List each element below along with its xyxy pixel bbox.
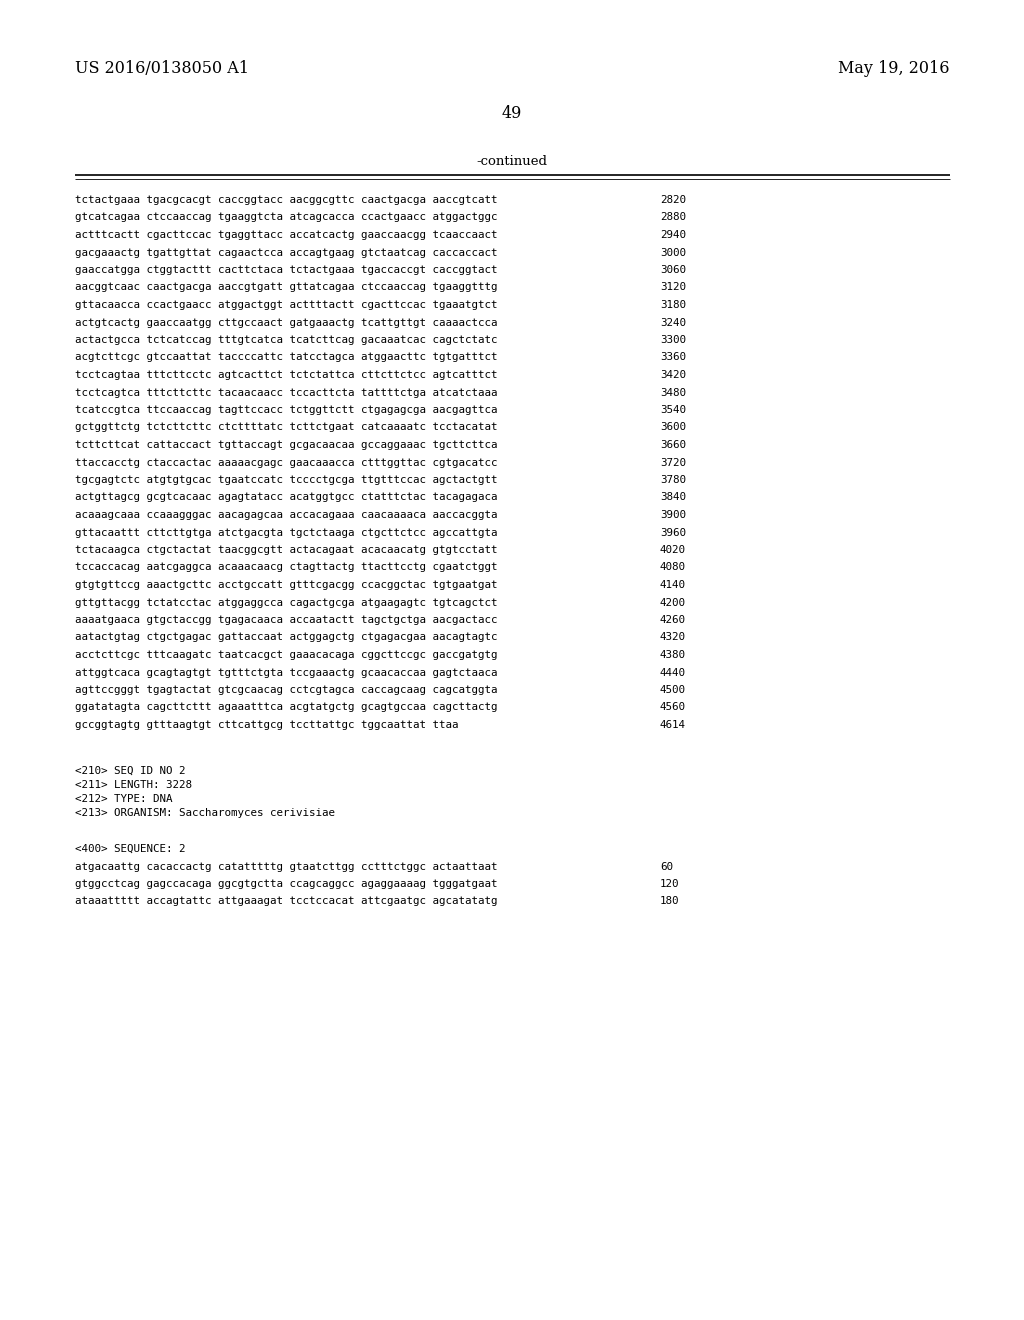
Text: 4320: 4320	[660, 632, 686, 643]
Text: gaaccatgga ctggtacttt cacttctaca tctactgaaa tgaccaccgt caccggtact: gaaccatgga ctggtacttt cacttctaca tctactg…	[75, 265, 498, 275]
Text: 180: 180	[660, 896, 680, 907]
Text: acctcttcgc tttcaagatc taatcacgct gaaacacaga cggcttccgc gaccgatgtg: acctcttcgc tttcaagatc taatcacgct gaaacac…	[75, 649, 498, 660]
Text: 3060: 3060	[660, 265, 686, 275]
Text: acgtcttcgc gtccaattat taccccattc tatcctagca atggaacttc tgtgatttct: acgtcttcgc gtccaattat taccccattc tatccta…	[75, 352, 498, 363]
Text: May 19, 2016: May 19, 2016	[839, 59, 950, 77]
Text: 3660: 3660	[660, 440, 686, 450]
Text: 4140: 4140	[660, 579, 686, 590]
Text: 3000: 3000	[660, 248, 686, 257]
Text: 3300: 3300	[660, 335, 686, 345]
Text: agttccgggt tgagtactat gtcgcaacag cctcgtagca caccagcaag cagcatggta: agttccgggt tgagtactat gtcgcaacag cctcgta…	[75, 685, 498, 696]
Text: gttacaattt cttcttgtga atctgacgta tgctctaaga ctgcttctcc agccattgta: gttacaattt cttcttgtga atctgacgta tgctcta…	[75, 528, 498, 537]
Text: tccaccacag aatcgaggca acaaacaacg ctagttactg ttacttcctg cgaatctggt: tccaccacag aatcgaggca acaaacaacg ctagtta…	[75, 562, 498, 573]
Text: 4260: 4260	[660, 615, 686, 624]
Text: acaaagcaaa ccaaagggac aacagagcaa accacagaaa caacaaaaca aaccacggta: acaaagcaaa ccaaagggac aacagagcaa accacag…	[75, 510, 498, 520]
Text: attggtcaca gcagtagtgt tgtttctgta tccgaaactg gcaacaccaa gagtctaaca: attggtcaca gcagtagtgt tgtttctgta tccgaaa…	[75, 668, 498, 677]
Text: ttaccacctg ctaccactac aaaaacgagc gaacaaacca ctttggttac cgtgacatcc: ttaccacctg ctaccactac aaaaacgagc gaacaaa…	[75, 458, 498, 467]
Text: <212> TYPE: DNA: <212> TYPE: DNA	[75, 793, 172, 804]
Text: tcctcagtaa tttcttcctc agtcacttct tctctattca cttcttctcc agtcatttct: tcctcagtaa tttcttcctc agtcacttct tctctat…	[75, 370, 498, 380]
Text: 3240: 3240	[660, 318, 686, 327]
Text: 60: 60	[660, 862, 673, 871]
Text: aatactgtag ctgctgagac gattaccaat actggagctg ctgagacgaa aacagtagtc: aatactgtag ctgctgagac gattaccaat actggag…	[75, 632, 498, 643]
Text: 3840: 3840	[660, 492, 686, 503]
Text: US 2016/0138050 A1: US 2016/0138050 A1	[75, 59, 249, 77]
Text: gacgaaactg tgattgttat cagaactcca accagtgaag gtctaatcag caccaccact: gacgaaactg tgattgttat cagaactcca accagtg…	[75, 248, 498, 257]
Text: 4500: 4500	[660, 685, 686, 696]
Text: actgttagcg gcgtcacaac agagtatacc acatggtgcc ctatttctac tacagagaca: actgttagcg gcgtcacaac agagtatacc acatggt…	[75, 492, 498, 503]
Text: 3780: 3780	[660, 475, 686, 484]
Text: <210> SEQ ID NO 2: <210> SEQ ID NO 2	[75, 766, 185, 776]
Text: actttcactt cgacttccac tgaggttacc accatcactg gaaccaacgg tcaaccaact: actttcactt cgacttccac tgaggttacc accatca…	[75, 230, 498, 240]
Text: 4560: 4560	[660, 702, 686, 713]
Text: gctggttctg tctcttcttc ctcttttatc tcttctgaat catcaaaatc tcctacatat: gctggttctg tctcttcttc ctcttttatc tcttctg…	[75, 422, 498, 433]
Text: aacggtcaac caactgacga aaccgtgatt gttatcagaa ctccaaccag tgaaggtttg: aacggtcaac caactgacga aaccgtgatt gttatca…	[75, 282, 498, 293]
Text: tcatccgtca ttccaaccag tagttccacc tctggttctt ctgagagcga aacgagttca: tcatccgtca ttccaaccag tagttccacc tctggtt…	[75, 405, 498, 414]
Text: actgtcactg gaaccaatgg cttgccaact gatgaaactg tcattgttgt caaaactcca: actgtcactg gaaccaatgg cttgccaact gatgaaa…	[75, 318, 498, 327]
Text: 2880: 2880	[660, 213, 686, 223]
Text: 4200: 4200	[660, 598, 686, 607]
Text: <213> ORGANISM: Saccharomyces cerivisiae: <213> ORGANISM: Saccharomyces cerivisiae	[75, 808, 335, 817]
Text: 3420: 3420	[660, 370, 686, 380]
Text: 3960: 3960	[660, 528, 686, 537]
Text: -continued: -continued	[476, 154, 548, 168]
Text: 2820: 2820	[660, 195, 686, 205]
Text: 3600: 3600	[660, 422, 686, 433]
Text: <211> LENGTH: 3228: <211> LENGTH: 3228	[75, 780, 193, 789]
Text: 4020: 4020	[660, 545, 686, 554]
Text: aaaatgaaca gtgctaccgg tgagacaaca accaatactt tagctgctga aacgactacc: aaaatgaaca gtgctaccgg tgagacaaca accaata…	[75, 615, 498, 624]
Text: tctactgaaa tgacgcacgt caccggtacc aacggcgttc caactgacga aaccgtcatt: tctactgaaa tgacgcacgt caccggtacc aacggcg…	[75, 195, 498, 205]
Text: atgacaattg cacaccactg catatttttg gtaatcttgg cctttctggc actaattaat: atgacaattg cacaccactg catatttttg gtaatct…	[75, 862, 498, 871]
Text: gtcatcagaa ctccaaccag tgaaggtcta atcagcacca ccactgaacc atggactggc: gtcatcagaa ctccaaccag tgaaggtcta atcagca…	[75, 213, 498, 223]
Text: gccggtagtg gtttaagtgt cttcattgcg tccttattgc tggcaattat ttaa: gccggtagtg gtttaagtgt cttcattgcg tccttat…	[75, 719, 459, 730]
Text: 4614: 4614	[660, 719, 686, 730]
Text: 3480: 3480	[660, 388, 686, 397]
Text: 120: 120	[660, 879, 680, 888]
Text: actactgcca tctcatccag tttgtcatca tcatcttcag gacaaatcac cagctctatc: actactgcca tctcatccag tttgtcatca tcatctt…	[75, 335, 498, 345]
Text: gtggcctcag gagccacaga ggcgtgctta ccagcaggcc agaggaaaag tgggatgaat: gtggcctcag gagccacaga ggcgtgctta ccagcag…	[75, 879, 498, 888]
Text: <400> SEQUENCE: 2: <400> SEQUENCE: 2	[75, 843, 185, 854]
Text: 3540: 3540	[660, 405, 686, 414]
Text: 3180: 3180	[660, 300, 686, 310]
Text: gttacaacca ccactgaacc atggactggt acttttactt cgacttccac tgaaatgtct: gttacaacca ccactgaacc atggactggt actttta…	[75, 300, 498, 310]
Text: 3120: 3120	[660, 282, 686, 293]
Text: 49: 49	[502, 106, 522, 121]
Text: tcctcagtca tttcttcttc tacaacaacc tccacttcta tattttctga atcatctaaa: tcctcagtca tttcttcttc tacaacaacc tccactt…	[75, 388, 498, 397]
Text: 3720: 3720	[660, 458, 686, 467]
Text: 2940: 2940	[660, 230, 686, 240]
Text: tctacaagca ctgctactat taacggcgtt actacagaat acacaacatg gtgtcctatt: tctacaagca ctgctactat taacggcgtt actacag…	[75, 545, 498, 554]
Text: ggatatagta cagcttcttt agaaatttca acgtatgctg gcagtgccaa cagcttactg: ggatatagta cagcttcttt agaaatttca acgtatg…	[75, 702, 498, 713]
Text: tcttcttcat cattaccact tgttaccagt gcgacaacaa gccaggaaac tgcttcttca: tcttcttcat cattaccact tgttaccagt gcgacaa…	[75, 440, 498, 450]
Text: 3900: 3900	[660, 510, 686, 520]
Text: ataaattttt accagtattc attgaaagat tcctccacat attcgaatgc agcatatatg: ataaattttt accagtattc attgaaagat tcctcca…	[75, 896, 498, 907]
Text: gtgtgttccg aaactgcttc acctgccatt gtttcgacgg ccacggctac tgtgaatgat: gtgtgttccg aaactgcttc acctgccatt gtttcga…	[75, 579, 498, 590]
Text: tgcgagtctc atgtgtgcac tgaatccatc tcccctgcga ttgtttccac agctactgtt: tgcgagtctc atgtgtgcac tgaatccatc tcccctg…	[75, 475, 498, 484]
Text: 4080: 4080	[660, 562, 686, 573]
Text: 4380: 4380	[660, 649, 686, 660]
Text: 3360: 3360	[660, 352, 686, 363]
Text: 4440: 4440	[660, 668, 686, 677]
Text: gttgttacgg tctatcctac atggaggcca cagactgcga atgaagagtc tgtcagctct: gttgttacgg tctatcctac atggaggcca cagactg…	[75, 598, 498, 607]
